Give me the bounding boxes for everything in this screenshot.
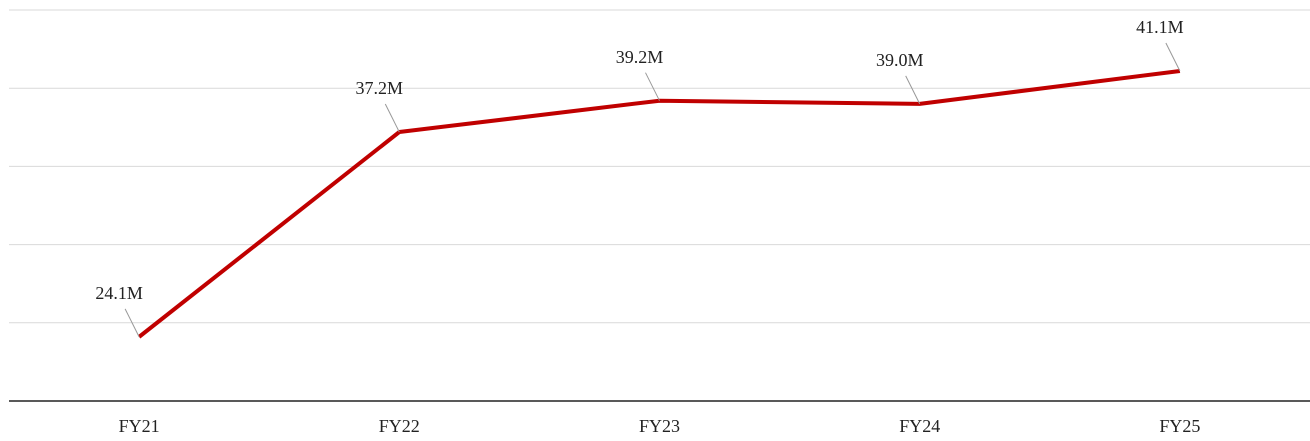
leader-line [384,103,400,133]
x-tick-label: FY25 [1159,416,1200,436]
data-label: 39.0M [876,50,924,70]
x-tick-label: FY23 [639,416,680,436]
leader-line [124,308,140,338]
leader-line [1165,42,1181,72]
leader-line [645,72,660,101]
data-label: 41.1M [1136,17,1184,37]
leader-line [905,75,921,105]
data-label: 37.2M [356,78,404,98]
line [137,69,1181,339]
data-label: 24.1M [95,283,143,303]
data-label: 39.2M [616,47,664,67]
x-tick-label: FY24 [899,416,940,436]
x-tick-label: FY22 [379,416,420,436]
x-tick-label: FY21 [119,416,160,436]
